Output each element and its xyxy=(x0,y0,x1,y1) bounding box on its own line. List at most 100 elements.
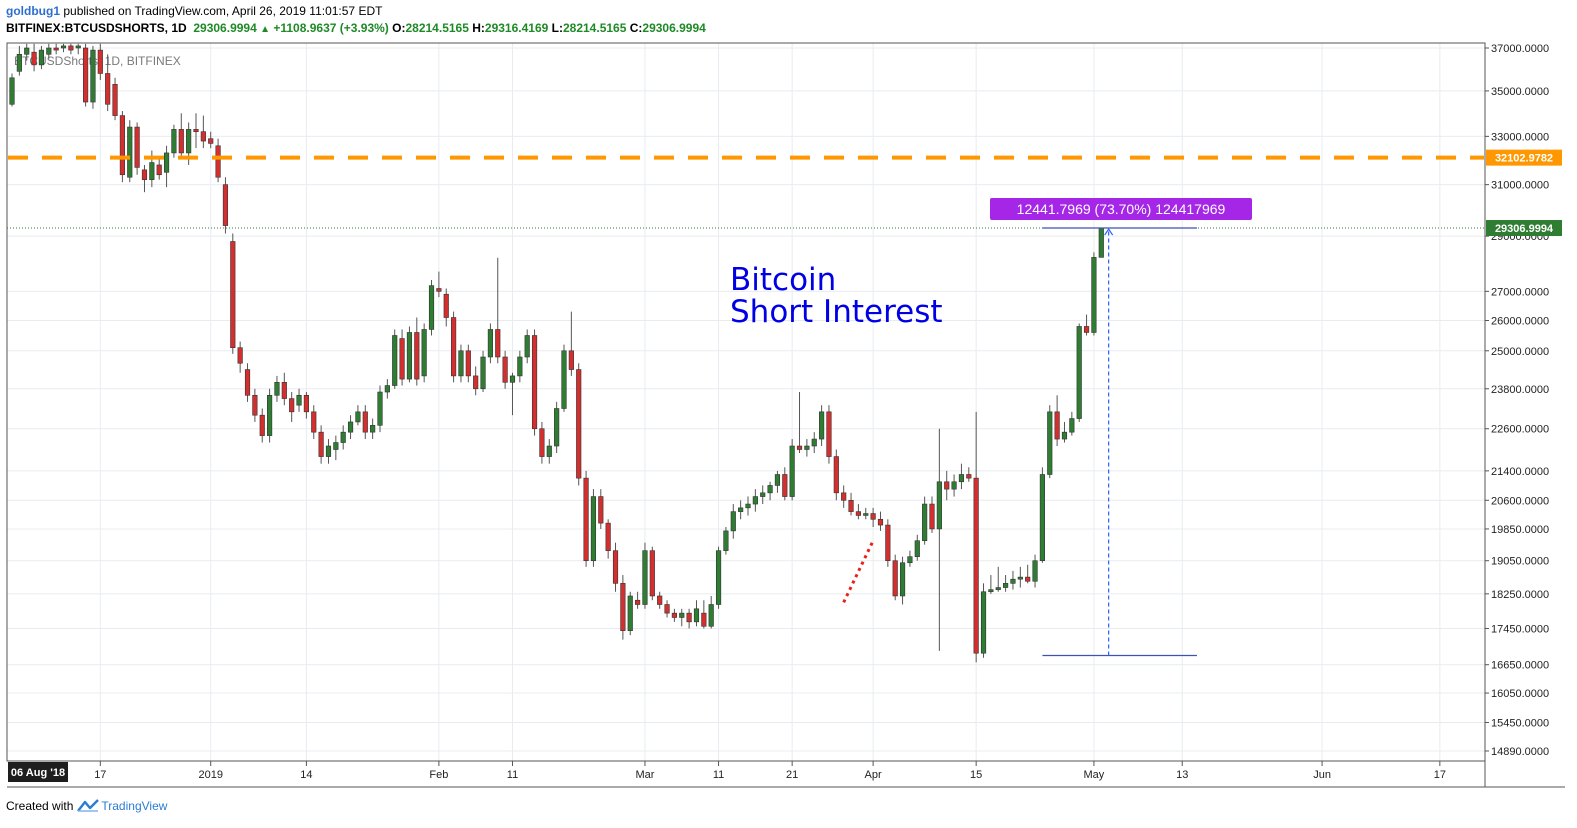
candle xyxy=(1098,227,1104,258)
candle xyxy=(384,379,390,399)
price-axis[interactable]: 37000.0000 35000.0000 33000.0000 31000.0000… xyxy=(1485,43,1562,758)
candle-body xyxy=(664,604,670,614)
candle xyxy=(127,120,133,183)
candle xyxy=(819,405,825,447)
y-tick-label: 14890.0000 xyxy=(1491,746,1549,758)
candle-body xyxy=(1017,576,1023,580)
candle-body xyxy=(421,329,427,377)
measure-tool[interactable]: 12441.7969 (73.70%) 124417969 xyxy=(842,198,1252,657)
tradingview-link[interactable]: TradingView xyxy=(101,799,168,813)
resistance-price-tag xyxy=(1486,149,1562,166)
chart-title-line-1: Bitcoin xyxy=(730,262,836,298)
last-price-label: 29306.9994 xyxy=(1495,223,1554,235)
y-tick-label: 27000.0000 xyxy=(1491,286,1549,298)
candle xyxy=(200,115,206,149)
candle-body xyxy=(392,335,398,386)
candle-body xyxy=(362,411,368,433)
candle-body xyxy=(208,138,214,144)
candle xyxy=(936,428,942,651)
candle-body xyxy=(907,556,913,564)
candle-body xyxy=(333,442,339,450)
candle-body xyxy=(715,550,722,605)
candle xyxy=(215,138,221,183)
candle xyxy=(252,388,258,422)
resistance-price-label: 32102.9782 xyxy=(1495,153,1553,165)
author-link[interactable]: goldbug1 xyxy=(6,4,60,18)
candle xyxy=(451,311,457,383)
candle xyxy=(230,233,236,354)
time-axis[interactable]: 17 2019 14 Feb 11 Mar 11 21 Apr 15 May 13 Jun 17 xyxy=(94,761,1446,781)
candle-body xyxy=(642,550,648,605)
candle-body xyxy=(200,131,206,142)
candle xyxy=(311,405,317,440)
candle-body xyxy=(274,382,280,396)
candle xyxy=(804,439,810,457)
candle-body xyxy=(281,382,287,399)
candle-body xyxy=(311,411,317,433)
candle xyxy=(244,363,251,402)
y-tick-label: 31000.0000 xyxy=(1491,180,1549,192)
candle xyxy=(83,43,89,107)
candle-body xyxy=(259,414,265,436)
candle-body xyxy=(16,53,22,72)
close-value: 29306.9994 xyxy=(642,21,706,35)
candle xyxy=(958,463,965,490)
plot-frame xyxy=(6,42,1486,762)
candle xyxy=(554,401,560,454)
candle xyxy=(583,470,589,567)
candle-body xyxy=(958,474,965,483)
grid xyxy=(7,43,1485,761)
candle-body xyxy=(46,47,52,55)
candle xyxy=(119,111,125,183)
candle xyxy=(708,595,714,629)
candle-body xyxy=(649,550,655,597)
candle-body xyxy=(1025,576,1031,582)
x-tick-label: 14 xyxy=(300,769,312,781)
candle xyxy=(193,113,199,149)
up-arrow-icon: ▲ xyxy=(260,24,271,35)
candle-body xyxy=(841,492,847,501)
candle-body xyxy=(428,285,435,330)
y-tick-label: 35000.0000 xyxy=(1491,86,1549,98)
candle-body xyxy=(318,431,324,457)
publish-line: goldbug1 published on TradingView.com, A… xyxy=(6,3,1566,20)
candle xyxy=(951,474,957,497)
candle-body xyxy=(885,524,891,562)
candle xyxy=(796,392,803,454)
candle-body xyxy=(693,608,700,623)
y-tick-label: 23800.0000 xyxy=(1491,384,1549,396)
candle-body xyxy=(355,411,361,423)
candle xyxy=(929,496,935,533)
candle xyxy=(620,575,626,640)
candle-body xyxy=(804,445,810,450)
candle xyxy=(9,73,15,107)
y-tick-label: 37000.0000 xyxy=(1491,43,1549,55)
candle-body xyxy=(296,394,302,406)
candle xyxy=(112,77,118,121)
trend-line-dotted[interactable] xyxy=(842,540,875,604)
candle xyxy=(53,43,59,55)
candle-body xyxy=(141,169,148,180)
candle xyxy=(546,439,552,464)
x-tick-label: 17 xyxy=(1434,769,1446,781)
candle-body xyxy=(178,129,184,154)
candle xyxy=(1010,570,1016,590)
candle xyxy=(156,157,162,180)
candle-body xyxy=(502,356,508,383)
candle xyxy=(347,415,354,440)
candle-body xyxy=(922,503,928,542)
measure-badge xyxy=(990,198,1252,221)
candle xyxy=(267,388,273,443)
candle-body xyxy=(1061,431,1068,440)
candle-body xyxy=(767,485,773,494)
candle xyxy=(16,45,22,76)
candle-body xyxy=(612,550,619,584)
candle-body xyxy=(929,503,935,530)
candle xyxy=(370,418,376,440)
candle xyxy=(141,164,148,193)
candle-body xyxy=(414,332,420,380)
candle xyxy=(1039,467,1045,563)
chart-title-line-2: Short Interest xyxy=(730,294,943,330)
candle-body xyxy=(1054,411,1060,440)
